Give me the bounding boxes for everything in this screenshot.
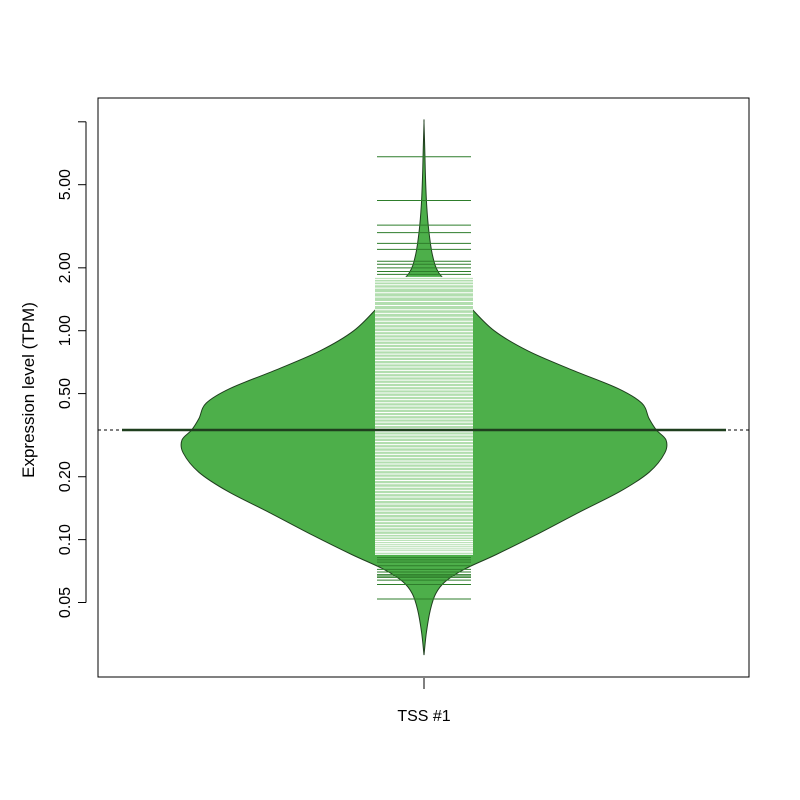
y-tick-label: 0.20 bbox=[57, 461, 74, 492]
y-tick-label: 0.05 bbox=[57, 587, 74, 618]
bean-lines-layer bbox=[375, 156, 473, 600]
y-tick-label: 1.00 bbox=[57, 315, 74, 346]
y-axis: 0.05 0.10 0.20 0.50 1.00 2.00 5.00 bbox=[57, 121, 87, 618]
y-tick-label: 0.10 bbox=[57, 524, 74, 555]
y-tick-label: 2.00 bbox=[57, 252, 74, 283]
y-axis-label: Expression level (TPM) bbox=[19, 302, 38, 478]
x-tick-label: TSS #1 bbox=[397, 708, 450, 725]
plot-frame bbox=[97, 97, 750, 678]
y-tick-label: 5.00 bbox=[57, 169, 74, 200]
x-axis: TSS #1 bbox=[397, 678, 451, 725]
y-tick-label: 0.50 bbox=[57, 378, 74, 409]
